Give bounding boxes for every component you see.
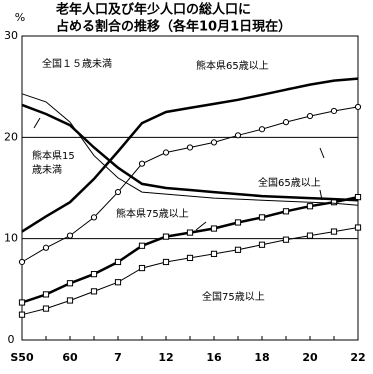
point [210, 139, 218, 146]
point [306, 203, 314, 210]
series-label: 全国75歳以上 [202, 290, 265, 303]
point [186, 144, 194, 151]
point [18, 258, 26, 266]
point [138, 264, 146, 272]
point [162, 233, 170, 240]
series-label: 全国１５歳未満 [42, 57, 112, 70]
label-bg [115, 207, 197, 221]
point [234, 219, 242, 226]
x-tick-label: 16 [206, 351, 222, 364]
x-tick-label: S50 [10, 351, 34, 364]
point [186, 229, 194, 236]
point [138, 160, 146, 167]
point [306, 112, 314, 120]
point [162, 258, 170, 266]
arrow [33, 117, 41, 129]
point [162, 149, 170, 156]
series-label: 全国65歳以上 [258, 176, 321, 189]
label-bg [257, 176, 329, 190]
point [210, 225, 218, 232]
series-label: 熊本県75歳以上 [116, 207, 189, 220]
point [66, 232, 74, 239]
point [330, 228, 338, 235]
point [90, 288, 98, 295]
point [114, 279, 122, 286]
y-tick-label: 20 [4, 130, 18, 143]
y-tick-label: 30 [4, 29, 18, 42]
x-tick-label: 60 [62, 351, 78, 364]
point [114, 188, 122, 196]
chart-title-line: 老年人口及び年少人口の総人口に [55, 2, 251, 18]
label-bg [195, 59, 277, 73]
point [234, 132, 242, 139]
x-tick-label: 22 [350, 351, 365, 364]
point [90, 214, 98, 221]
series-label-box: 熊本県15歳未満 [32, 150, 84, 178]
arrow [195, 221, 207, 231]
point [210, 250, 218, 257]
point [306, 232, 314, 239]
point [354, 103, 362, 111]
series-line [21, 77, 359, 233]
label-bg [201, 290, 273, 304]
point [42, 244, 50, 251]
point [186, 254, 194, 262]
point [18, 311, 26, 318]
series-label: 熊本県15歳未満 [32, 150, 84, 178]
chart-title-line: 占める割合の推移（各年10月1日現在） [56, 19, 291, 35]
point [42, 305, 50, 312]
y-unit: % [15, 11, 25, 24]
x-tick-label: 20 [302, 351, 318, 364]
point [90, 271, 98, 278]
series-label: 熊本県65歳以上 [196, 59, 269, 72]
point [282, 208, 290, 215]
point [138, 242, 146, 249]
point [282, 236, 290, 243]
point [66, 280, 74, 287]
point [18, 299, 26, 306]
point [66, 297, 74, 304]
series-line [21, 93, 359, 206]
point [114, 258, 122, 266]
point [282, 119, 290, 126]
y-tick-label: 0 [8, 333, 15, 346]
point [258, 241, 266, 248]
point [354, 224, 362, 231]
point [234, 246, 242, 253]
label-bg [41, 57, 113, 71]
x-tick-label: 18 [254, 351, 269, 364]
y-tick-label: 10 [4, 232, 18, 245]
point [330, 107, 338, 115]
x-tick-label: 12 [158, 351, 173, 364]
point [258, 126, 266, 133]
x-tick-label: 7 [114, 351, 122, 364]
arrow [319, 147, 325, 159]
point [42, 291, 50, 298]
point [258, 214, 266, 221]
